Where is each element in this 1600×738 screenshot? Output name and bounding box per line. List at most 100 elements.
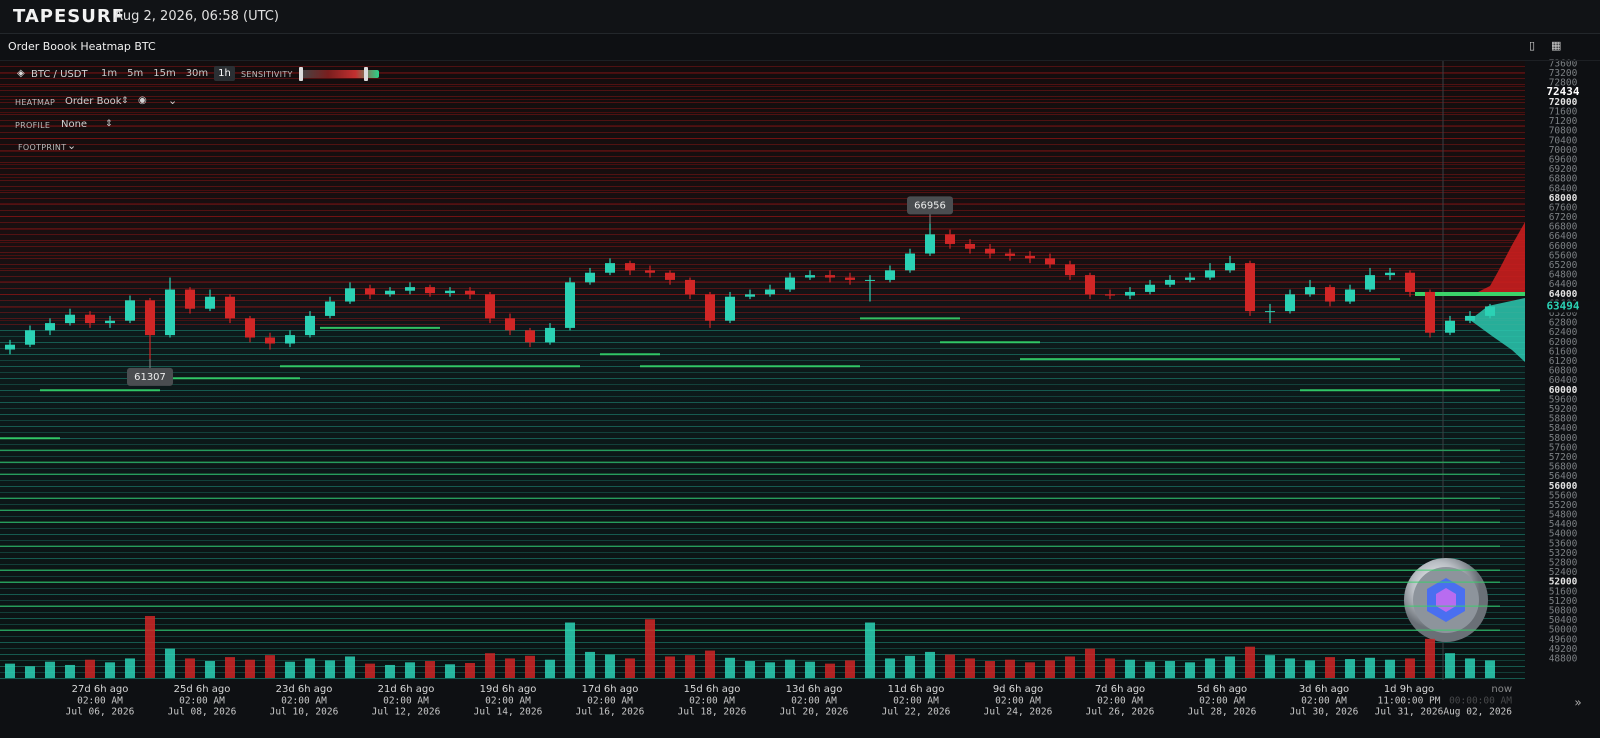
- y-tick-label: 64800: [1549, 270, 1578, 281]
- visibility-toggle[interactable]: ◉: [138, 95, 147, 106]
- candle-body: [885, 270, 895, 280]
- x-tick-time: 02:00 AM: [77, 696, 123, 707]
- volume-bar: [545, 659, 555, 678]
- x-tick-time: 02:00 AM: [1199, 696, 1245, 707]
- volume-bar: [605, 654, 615, 678]
- volume-bar: [885, 658, 895, 678]
- candle-body: [745, 294, 755, 297]
- volume-bar: [1445, 653, 1455, 678]
- volume-bar: [685, 655, 695, 678]
- candle-body: [125, 300, 135, 321]
- volume-bar: [185, 658, 195, 678]
- candle-body: [265, 337, 275, 344]
- y-tick-label: 65600: [1549, 250, 1578, 261]
- y-tick-label: 52400: [1549, 567, 1578, 578]
- y-tick-label: 73600: [1549, 59, 1578, 70]
- time-axis-bg: [0, 680, 1600, 738]
- candle-body: [505, 318, 515, 331]
- volume-bar: [305, 658, 315, 678]
- expand-chevron[interactable]: ⌄: [67, 139, 77, 152]
- grid-button[interactable]: ▦: [1551, 39, 1562, 52]
- volume-bar: [345, 656, 355, 678]
- timeframe-button[interactable]: 1h: [214, 66, 235, 81]
- x-tick-date: Aug 02, 2026: [1443, 707, 1512, 718]
- volume-bar: [1065, 656, 1075, 678]
- candle-body: [645, 270, 655, 273]
- volume-bar: [985, 661, 995, 678]
- price-marker-bg: [1527, 85, 1599, 98]
- y-tick-label: 60800: [1549, 366, 1578, 377]
- annotation-box: [907, 196, 953, 215]
- volume-bar: [1405, 658, 1415, 678]
- symbol[interactable]: BTC / USDT: [31, 69, 88, 80]
- volume-bar: [905, 655, 915, 678]
- x-tick-ago: 11d 6h ago: [888, 684, 945, 695]
- order-profile: [1415, 222, 1525, 362]
- volume-bar: [705, 650, 715, 678]
- profile-peak: [1415, 292, 1525, 296]
- layer-value[interactable]: Order Book: [65, 96, 122, 107]
- y-tick-label: 56400: [1549, 471, 1578, 482]
- x-tick-time: 02:00 AM: [383, 696, 429, 707]
- sensitivity-label: SENSITIVITY: [241, 70, 293, 79]
- volume-bar: [1145, 661, 1155, 678]
- candle-body: [665, 272, 675, 280]
- candle-body: [1345, 289, 1355, 302]
- timeframe-button[interactable]: 5m: [127, 68, 144, 79]
- volume-bar: [1085, 648, 1095, 678]
- annotation-label: 66956: [914, 200, 946, 211]
- x-tick-date: Jul 08, 2026: [168, 707, 237, 718]
- volume-bar: [745, 661, 755, 678]
- candle-body: [985, 248, 995, 254]
- volume-bar: [565, 622, 575, 678]
- timeframe-button[interactable]: 15m: [153, 68, 176, 79]
- y-tick-label: 59600: [1549, 394, 1578, 405]
- slider-handle-min[interactable]: [299, 67, 303, 81]
- ask-profile: [1470, 222, 1525, 296]
- candle-body: [205, 296, 215, 309]
- volume-bar: [845, 660, 855, 678]
- volume-bar: [1485, 660, 1495, 678]
- candle-body: [825, 275, 835, 278]
- volume-bar: [425, 661, 435, 678]
- y-tick-label: 58800: [1549, 414, 1578, 425]
- x-tick-ago: 13d 6h ago: [786, 684, 843, 695]
- x-tick-time: 02:00 AM: [1301, 696, 1347, 707]
- sensitivity-slider[interactable]: [301, 70, 379, 78]
- candle-body: [1425, 291, 1435, 333]
- y-tick-label: 50800: [1549, 606, 1578, 617]
- logo[interactable]: TAPESURF: [13, 6, 126, 27]
- candle-body: [865, 279, 875, 281]
- y-tick-label: 62000: [1549, 337, 1578, 348]
- price-marker-bg: [1527, 300, 1599, 313]
- volume-bar: [1365, 657, 1375, 678]
- candle-body: [105, 320, 115, 324]
- slider-handle-max[interactable]: [364, 67, 368, 81]
- y-tick-label: 58000: [1549, 433, 1578, 444]
- scroll-end[interactable]: »: [1574, 696, 1581, 710]
- y-tick-label: 63200: [1549, 308, 1578, 319]
- panel-title: Order Boook Heatmap BTC: [8, 40, 156, 53]
- x-tick-ago: 1d 9h ago: [1384, 684, 1434, 695]
- volume-bar: [725, 657, 735, 678]
- layer-value[interactable]: None: [61, 119, 88, 130]
- select-arrows[interactable]: ⇕: [105, 119, 113, 129]
- volume-bar: [765, 662, 775, 678]
- candle-body: [405, 287, 415, 291]
- x-tick-time: 02:00 AM: [791, 696, 837, 707]
- x-tick-ago: 25d 6h ago: [174, 684, 231, 695]
- volume-bar: [205, 661, 215, 678]
- timeframe-button[interactable]: 30m: [185, 68, 209, 79]
- select-arrows[interactable]: ⇕: [121, 96, 129, 106]
- layer-label[interactable]: FOOTPRINT: [18, 143, 67, 152]
- candle-body: [1085, 275, 1095, 295]
- volume-bar: [1425, 638, 1435, 678]
- candle-body: [1125, 291, 1135, 296]
- timeframe-button[interactable]: 1m: [101, 68, 118, 79]
- volume-bar: [225, 657, 235, 678]
- candle-body: [65, 314, 75, 324]
- candle-body: [1485, 306, 1495, 316]
- volume-bar: [105, 662, 115, 678]
- expand-chevron[interactable]: ⌄: [168, 94, 178, 107]
- maximize-button[interactable]: ▯: [1529, 39, 1536, 52]
